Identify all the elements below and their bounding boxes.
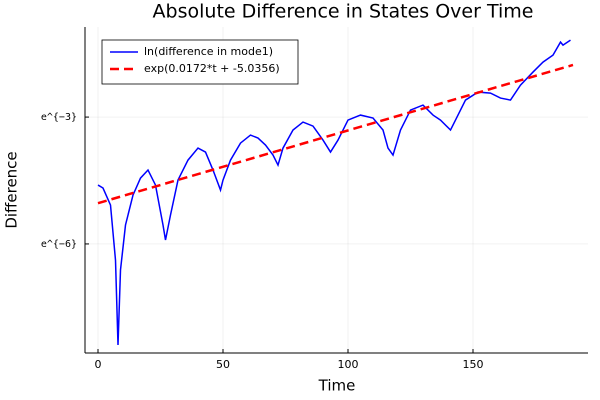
y-axis-label: Difference bbox=[3, 151, 21, 228]
legend-label: exp(0.0172*t + -5.0356) bbox=[144, 62, 280, 75]
x-tick-label: 100 bbox=[338, 358, 359, 371]
legend-label: ln(difference in mode1) bbox=[144, 45, 273, 58]
x-tick-label: 50 bbox=[216, 358, 230, 371]
chart-title: Absolute Difference in States Over Time bbox=[153, 1, 534, 23]
y-tick-label: e^{−6} bbox=[41, 239, 77, 250]
y-tick-label: e^{−3} bbox=[41, 112, 77, 123]
series-line bbox=[97, 39, 571, 346]
x-tick-label: 150 bbox=[463, 358, 484, 371]
x-tick-label: 0 bbox=[95, 358, 102, 371]
x-axis-label: Time bbox=[318, 377, 356, 395]
legend-box bbox=[101, 39, 299, 85]
series-line bbox=[97, 63, 574, 205]
